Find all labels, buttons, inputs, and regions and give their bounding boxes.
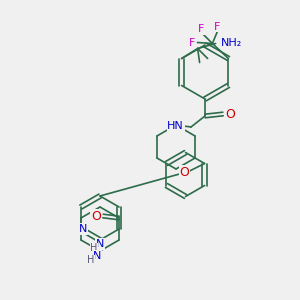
Text: F: F — [189, 38, 196, 47]
Text: N: N — [96, 239, 104, 249]
Text: F: F — [214, 22, 220, 32]
Text: F: F — [198, 25, 205, 34]
Text: HN: HN — [167, 121, 184, 131]
Text: O: O — [225, 107, 235, 121]
Text: N: N — [79, 224, 87, 234]
Text: H: H — [90, 243, 98, 253]
Text: O: O — [180, 166, 190, 179]
Text: O: O — [91, 209, 101, 223]
Text: H: H — [87, 255, 95, 265]
Text: NH₂: NH₂ — [220, 38, 242, 47]
Text: N: N — [93, 251, 101, 261]
